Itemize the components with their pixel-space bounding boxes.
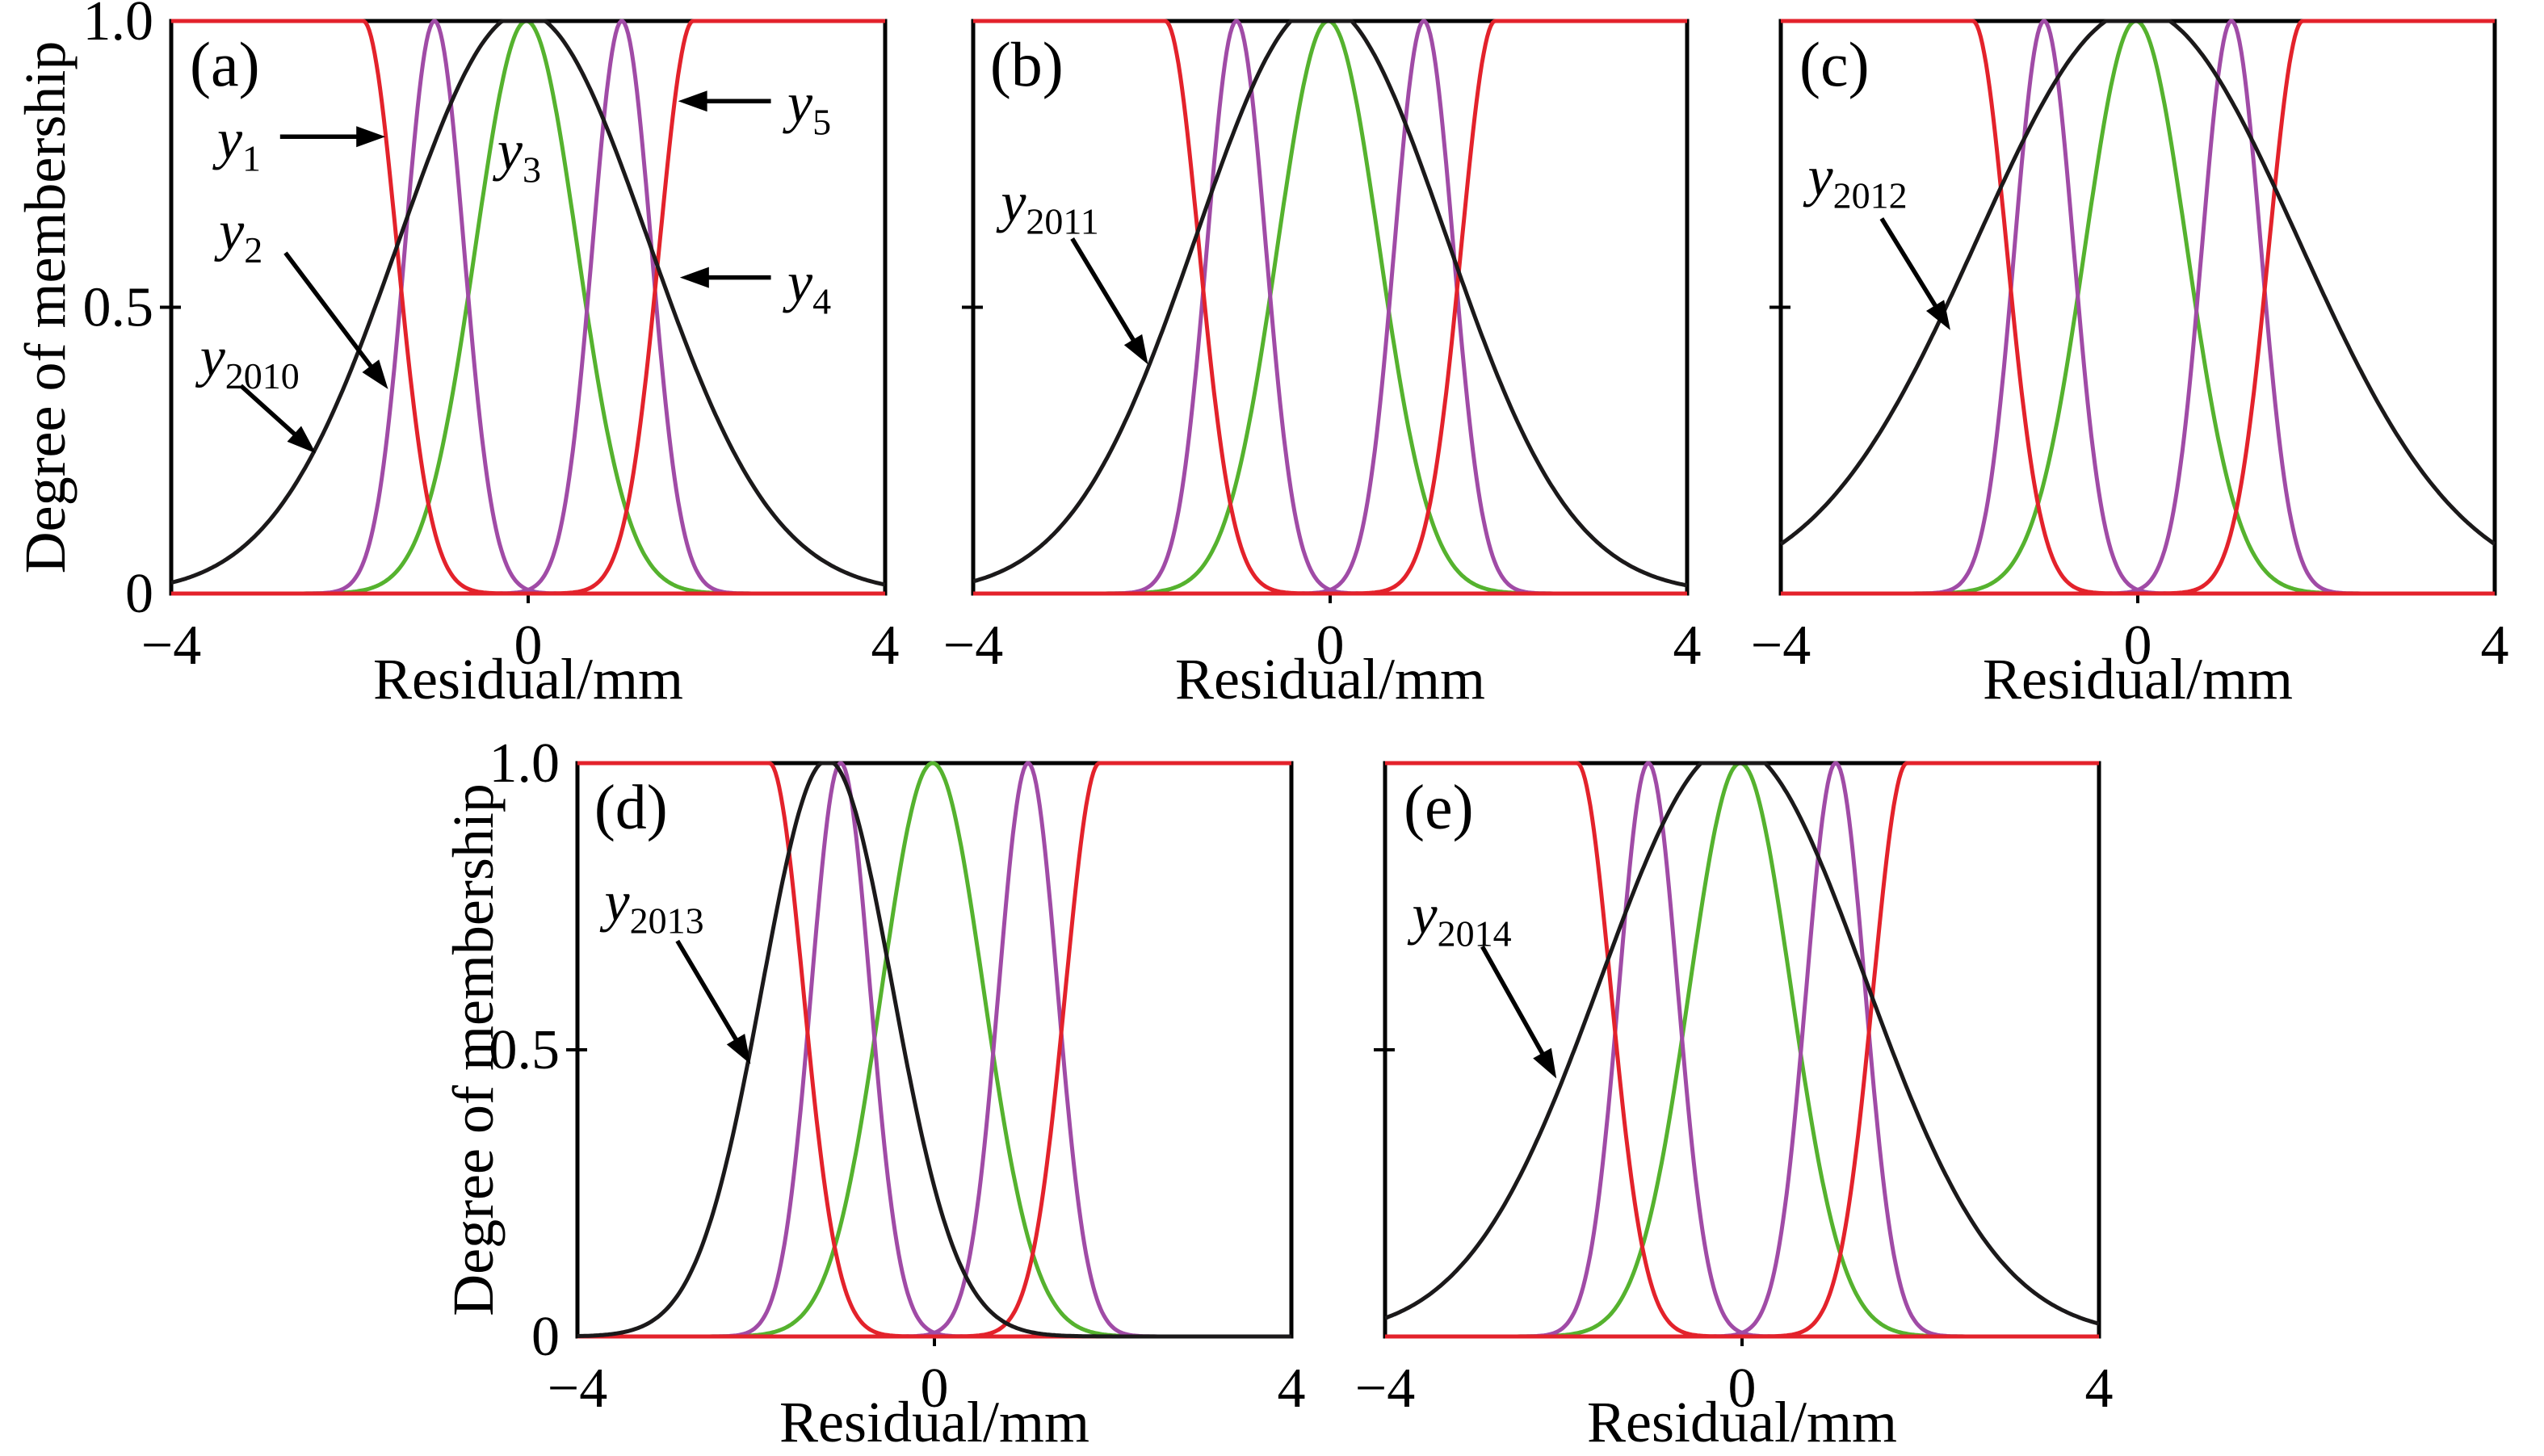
y-tick-label: 1.0 bbox=[83, 0, 154, 52]
x-tick-label: −4 bbox=[548, 1357, 607, 1420]
subplot-b: −4 0 4 Residual/mm (b) y2011 bbox=[943, 19, 1702, 711]
curve-y3 bbox=[577, 761, 1292, 1339]
y-axis-title: Degree of membership bbox=[13, 41, 78, 574]
y-tick-label: 0 bbox=[125, 563, 153, 625]
x-tick-label: −4 bbox=[141, 615, 201, 677]
curve-y2 bbox=[1780, 19, 2496, 596]
y-axis-title: Degree of membership bbox=[441, 783, 506, 1316]
annotation-arrow-line-y2011 bbox=[1070, 237, 1138, 346]
annotation-y2011: y2011 bbox=[996, 171, 1098, 241]
annotation-y2010: y2010 bbox=[195, 326, 300, 397]
curve-y2 bbox=[577, 761, 1292, 1339]
annotation-arrow-head-y2011 bbox=[1123, 334, 1148, 365]
curve-y2012 bbox=[1779, 19, 2496, 546]
curve-y4 bbox=[577, 761, 1292, 1339]
curve-y2 bbox=[972, 19, 1688, 596]
curve-y3 bbox=[972, 19, 1688, 596]
panel-label-b: (b) bbox=[990, 29, 1064, 99]
subplot-c: −4 0 4 Residual/mm (c) y2012 bbox=[1751, 19, 2509, 711]
x-tick-label: 0 bbox=[1316, 615, 1345, 677]
annotation-arrow-head-y1 bbox=[356, 126, 386, 148]
annotation-arrow-head-y2014 bbox=[1533, 1047, 1557, 1079]
curve-y1 bbox=[577, 761, 1292, 1339]
curve-y5 bbox=[972, 19, 1688, 596]
x-tick-label: 4 bbox=[1673, 615, 1702, 677]
annotation-arrow-head-y2010 bbox=[287, 426, 317, 454]
curve-y5 bbox=[1384, 761, 2100, 1339]
annotation-arrow-head-y2 bbox=[362, 359, 388, 389]
x-tick-label: 4 bbox=[871, 615, 900, 677]
annotation-arrow-head-y4 bbox=[679, 266, 709, 288]
annotation-y3: y3 bbox=[493, 120, 541, 191]
panel-label-e: (e) bbox=[1404, 771, 1474, 841]
annotation-y1: y1 bbox=[212, 108, 261, 178]
curve-y2014 bbox=[1384, 761, 2100, 1326]
curve-y4 bbox=[972, 19, 1688, 596]
y-tick-label: 0.5 bbox=[83, 277, 154, 339]
annotation-arrow-line-y2013 bbox=[675, 939, 741, 1045]
curve-y2011 bbox=[972, 19, 1688, 588]
annotation-arrow-head-y2013 bbox=[726, 1034, 751, 1064]
curve-y2013 bbox=[577, 761, 1292, 1339]
x-tick-label: 0 bbox=[1728, 1357, 1757, 1420]
curve-y1 bbox=[972, 19, 1688, 596]
curve-y5 bbox=[170, 19, 886, 596]
x-tick-label: −4 bbox=[1751, 615, 1811, 677]
annotation-y5: y5 bbox=[783, 73, 831, 143]
annotation-y2013: y2013 bbox=[599, 871, 703, 941]
x-axis-title: Residual/mm bbox=[779, 1390, 1089, 1452]
curve-y5 bbox=[577, 761, 1292, 1339]
panel-label-c: (c) bbox=[1799, 29, 1870, 99]
curve-y5 bbox=[1780, 19, 2496, 596]
axes-frame bbox=[1778, 19, 2497, 596]
curve-y3 bbox=[1780, 19, 2496, 596]
annotation-arrow-line-y2012 bbox=[1879, 217, 1940, 311]
axes-frame bbox=[971, 19, 1690, 596]
x-axis-title: Residual/mm bbox=[1587, 1390, 1897, 1452]
x-tick-label: 0 bbox=[921, 1357, 949, 1420]
x-tick-label: −4 bbox=[943, 615, 1003, 677]
curve-y1 bbox=[1780, 19, 2496, 596]
x-tick-label: 4 bbox=[1278, 1357, 1306, 1420]
x-axis-title: Residual/mm bbox=[1175, 647, 1485, 711]
annotation-arrow-line-y2014 bbox=[1480, 945, 1547, 1059]
annotation-arrow-line-y2010 bbox=[239, 384, 300, 439]
x-tick-label: 0 bbox=[2124, 615, 2152, 677]
annotation-y2: y2 bbox=[214, 200, 262, 271]
panel-label-a: (a) bbox=[190, 29, 260, 99]
annotation-y2014: y2014 bbox=[1407, 884, 1511, 955]
x-axis-title: Residual/mm bbox=[1983, 647, 2293, 711]
y-tick-label: 0 bbox=[531, 1306, 560, 1368]
x-tick-label: −4 bbox=[1355, 1357, 1415, 1420]
panel-label-d: (d) bbox=[594, 771, 668, 841]
annotation-arrow-line-y2 bbox=[283, 251, 376, 371]
curve-y4 bbox=[1780, 19, 2496, 596]
x-tick-label: 4 bbox=[2085, 1357, 2114, 1420]
x-axis-title: Residual/mm bbox=[373, 647, 683, 711]
axes-frame bbox=[575, 761, 1294, 1339]
y-tick-label: 1.0 bbox=[489, 732, 560, 795]
annotation-arrow-head-y2012 bbox=[1926, 300, 1950, 330]
x-tick-label: 0 bbox=[514, 615, 543, 677]
y-tick-label: 0.5 bbox=[489, 1019, 560, 1081]
annotation-y4: y4 bbox=[783, 252, 831, 322]
x-tick-label: 4 bbox=[2481, 615, 2509, 677]
curve-y2010 bbox=[170, 19, 886, 587]
subplot-e: −4 0 4 Residual/mm (e) y2014 bbox=[1355, 761, 2114, 1454]
annotation-arrow-head-y5 bbox=[678, 90, 707, 112]
annotation-y2012: y2012 bbox=[1803, 145, 1907, 216]
